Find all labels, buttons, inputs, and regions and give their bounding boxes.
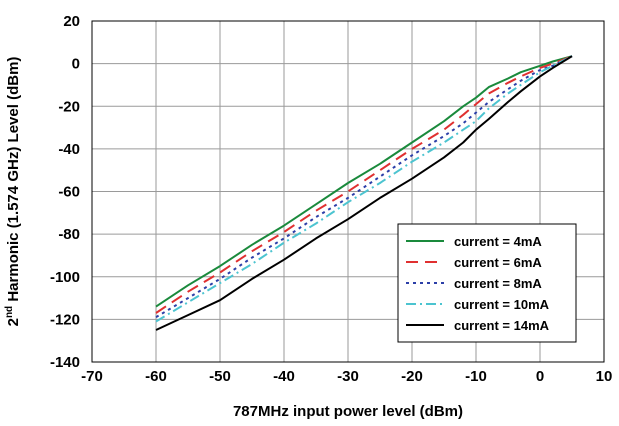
y-tick-label: -120 <box>50 311 80 328</box>
x-tick-label: -10 <box>465 368 487 385</box>
legend-label: current = 8mA <box>454 276 542 291</box>
y-tick-label: -100 <box>50 269 80 286</box>
series-line <box>155 55 573 314</box>
series-line <box>155 55 573 323</box>
x-tick-label: -40 <box>273 368 295 385</box>
y-tick-label: -40 <box>58 141 80 158</box>
series-line <box>155 55 573 308</box>
x-tick-label: 0 <box>536 368 544 385</box>
plot-frame <box>91 20 605 363</box>
x-tick-label: -20 <box>401 368 423 385</box>
y-axis-label: 2nd Harmonic (1.574 GHz) Level (dBm) <box>4 57 22 327</box>
legend: current = 4mA current = 6mA current = 8mA c… <box>397 223 577 343</box>
x-tick-label: -60 <box>145 368 167 385</box>
x-tick-label: -30 <box>337 368 359 385</box>
series-line <box>155 55 573 319</box>
x-tick-labels: -70 -60 -50 -40 -30 -20 -10 0 10 <box>81 368 612 385</box>
series-line <box>155 55 573 331</box>
y-tick-labels: 20 0 -20 -40 -60 -80 -100 -120 -140 <box>50 13 80 371</box>
legend-label: current = 6mA <box>454 255 542 270</box>
y-axis-label-superscript: nd <box>4 306 15 318</box>
y-axis-label-prefix: 2 <box>5 318 22 326</box>
legend-label: current = 10mA <box>454 297 550 312</box>
y-tick-label: 0 <box>72 56 80 73</box>
y-tick-label: 20 <box>63 13 80 30</box>
y-tick-label: -60 <box>58 184 80 201</box>
x-tick-label: 10 <box>596 368 613 385</box>
y-axis-label-rest: Harmonic (1.574 GHz) Level (dBm) <box>5 57 22 306</box>
legend-label: current = 14mA <box>454 318 550 333</box>
legend-label: current = 4mA <box>454 234 542 249</box>
y-tick-label: -80 <box>58 226 80 243</box>
x-tick-label: -70 <box>81 368 103 385</box>
x-axis-label: 787MHz input power level (dBm) <box>233 403 463 420</box>
y-tick-label: -140 <box>50 354 80 371</box>
x-tick-label: -50 <box>209 368 231 385</box>
series-lines <box>155 55 573 331</box>
y-tick-label: -20 <box>58 98 80 115</box>
